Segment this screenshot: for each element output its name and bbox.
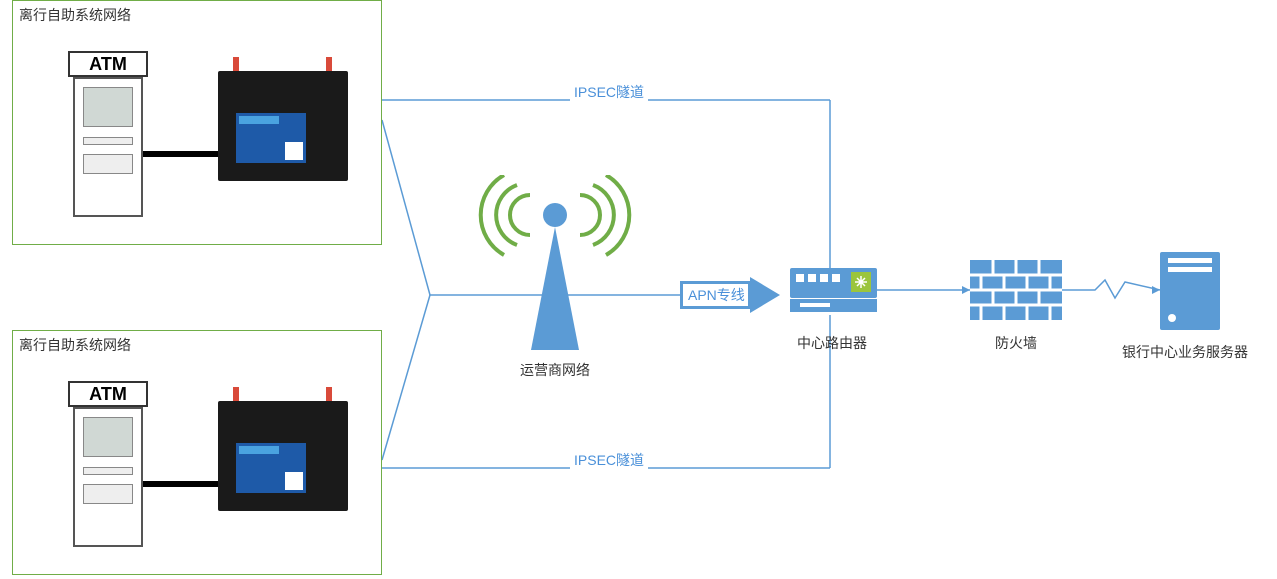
cellular-router-device-icon: [218, 401, 348, 511]
ipsec-bottom-label: IPSEC隧道: [570, 450, 648, 470]
apn-arrow-label: APN专线: [688, 285, 745, 305]
atm-machine-icon: ATM: [68, 51, 148, 221]
atm-sign: ATM: [68, 381, 148, 407]
atm-network-group-bottom: 离行自助系统网络 ATM: [12, 330, 382, 575]
central-router-icon: 中心路由器: [790, 268, 877, 348]
ipsec-top-label: IPSEC隧道: [570, 82, 648, 102]
atm-cable: [143, 151, 223, 157]
cell-tower-label: 运营商网络: [520, 360, 590, 380]
firewall-label: 防火墙: [995, 333, 1037, 353]
group-bottom-label: 离行自助系统网络: [19, 335, 131, 355]
server-label: 银行中心业务服务器: [1122, 342, 1248, 362]
server-icon: 银行中心业务服务器: [1160, 252, 1220, 362]
apn-arrow-icon: APN专线: [680, 277, 780, 313]
atm-network-group-top: 离行自助系统网络 ATM: [12, 0, 382, 245]
group-top-label: 离行自助系统网络: [19, 5, 131, 25]
atm-machine-icon: ATM: [68, 381, 148, 551]
cell-tower-icon: 运营商网络: [475, 175, 635, 385]
atm-sign: ATM: [68, 51, 148, 77]
firewall-icon: 防火墙: [970, 260, 1062, 355]
central-router-label: 中心路由器: [797, 333, 867, 353]
atm-cable: [143, 481, 223, 487]
cellular-router-device-icon: [218, 71, 348, 181]
